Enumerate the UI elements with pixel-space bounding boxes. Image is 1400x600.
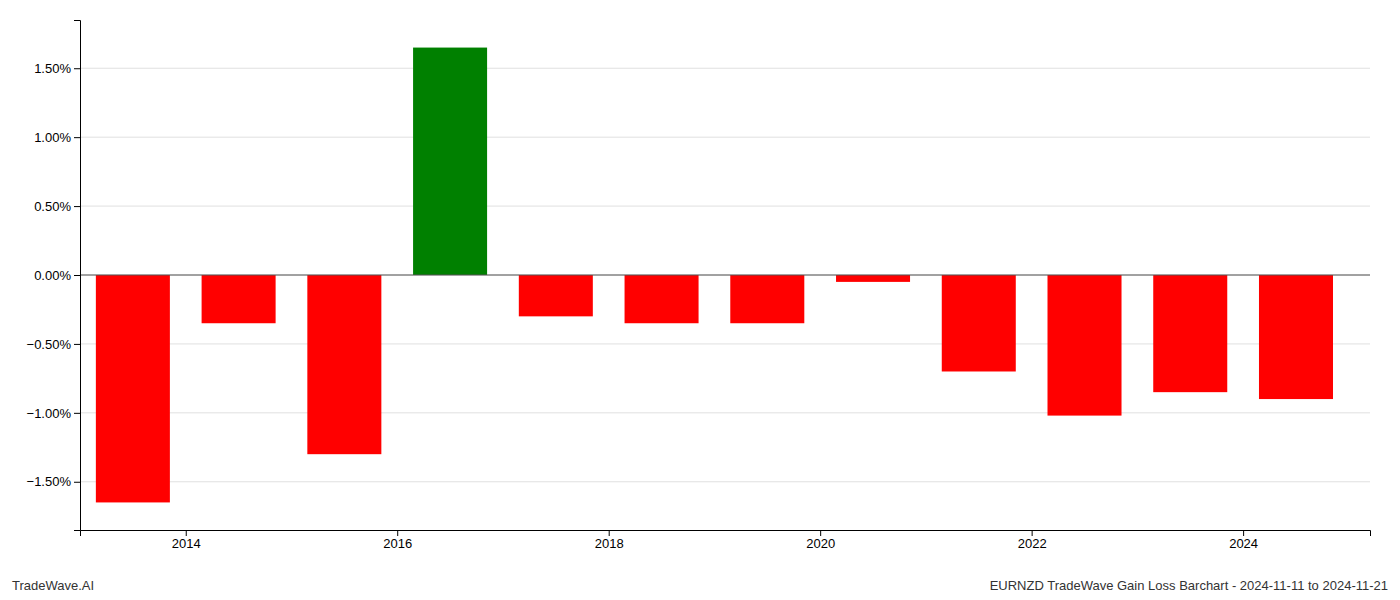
x-tick-mark xyxy=(1243,530,1244,536)
y-tick-label: 0.00% xyxy=(34,268,71,283)
x-tick-label: 2016 xyxy=(383,536,412,551)
x-tick-mark xyxy=(186,530,187,536)
zero-line xyxy=(80,275,1370,276)
y-tick: 1.00% xyxy=(34,130,80,145)
x-tick: 2020 xyxy=(806,530,835,551)
x-tick-label: 2014 xyxy=(172,536,201,551)
x-tick-mark xyxy=(820,530,821,536)
plot-area: 2014 2016 2018 2020 2022 2024 −1.50% −1.00% −0.5… xyxy=(27,21,1371,552)
footer: TradeWave.AI EURNZD TradeWave Gain Loss B… xyxy=(12,578,1388,593)
bar xyxy=(836,275,910,282)
grid-line xyxy=(80,68,1370,69)
y-tick-label: 0.50% xyxy=(34,199,71,214)
grid-line xyxy=(80,137,1370,138)
x-tick: 2018 xyxy=(595,530,624,551)
bar xyxy=(625,275,699,323)
y-tick-mark xyxy=(74,344,80,345)
bar xyxy=(1048,275,1122,416)
bar xyxy=(202,275,276,323)
y-tick: 0.50% xyxy=(34,199,80,214)
bar xyxy=(96,275,170,502)
footer-text: TradeWave.AI xyxy=(12,578,94,593)
y-tick: −0.50% xyxy=(27,337,80,352)
x-axis: 2014 2016 2018 2020 2022 2024 xyxy=(81,530,1371,551)
y-tick-label: −1.50% xyxy=(27,474,72,489)
x-tick-label: 2024 xyxy=(1229,536,1258,551)
bar xyxy=(1259,275,1333,399)
y-tick: 1.50% xyxy=(34,61,80,76)
bar xyxy=(307,275,381,454)
y-axis-line xyxy=(74,21,81,531)
y-tick-mark xyxy=(74,68,80,69)
grid-line xyxy=(80,275,1370,276)
x-axis-line xyxy=(81,531,1371,537)
y-tick: −1.50% xyxy=(27,474,80,489)
y-tick: −1.00% xyxy=(27,405,80,420)
x-tick: 2024 xyxy=(1229,530,1258,551)
y-tick-label: −0.50% xyxy=(27,337,72,352)
bar xyxy=(413,48,487,275)
y-tick-mark xyxy=(74,137,80,138)
y-tick-mark xyxy=(74,275,80,276)
chart: 2014 2016 2018 2020 2022 2024 −1.50% −1.00% −0.5… xyxy=(0,0,1400,600)
footer-text: EURNZD TradeWave Gain Loss Barchart - 20… xyxy=(990,578,1388,593)
y-tick-label: −1.00% xyxy=(27,405,72,420)
bar xyxy=(942,275,1016,371)
x-tick-label: 2020 xyxy=(806,536,835,551)
x-tick: 2022 xyxy=(1018,530,1047,551)
x-tick-label: 2022 xyxy=(1018,536,1047,551)
grid xyxy=(80,68,1370,482)
x-tick: 2014 xyxy=(172,530,201,551)
x-tick-label: 2018 xyxy=(595,536,624,551)
x-tick-mark xyxy=(397,530,398,536)
y-tick-label: 1.00% xyxy=(34,130,71,145)
y-tick-label: 1.50% xyxy=(34,61,71,76)
bar xyxy=(730,275,804,323)
x-tick: 2016 xyxy=(383,530,412,551)
x-tick-mark xyxy=(1032,530,1033,536)
y-tick: 0.00% xyxy=(34,268,80,283)
y-tick-mark xyxy=(74,413,80,414)
y-tick-mark xyxy=(74,206,80,207)
bar xyxy=(1153,275,1227,392)
grid-line xyxy=(80,412,1370,413)
x-tick-mark xyxy=(609,530,610,536)
y-axis: −1.50% −1.00% −0.50% 0.00% 0.50% 1.00% 1.50% xyxy=(27,21,81,531)
grid-line xyxy=(80,206,1370,207)
bar xyxy=(519,275,593,316)
grid-line xyxy=(80,481,1370,482)
y-tick-mark xyxy=(74,482,80,483)
